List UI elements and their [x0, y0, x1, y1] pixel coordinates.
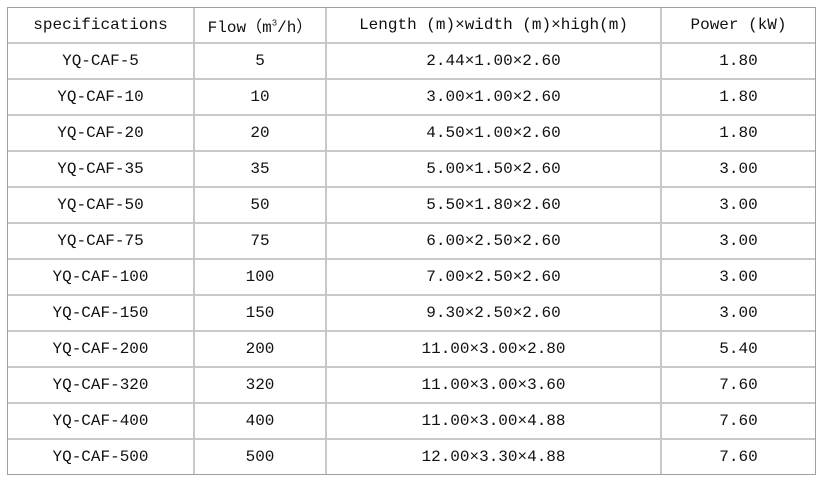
cell-specification: YQ-CAF-5: [8, 44, 195, 80]
cell-specification: YQ-CAF-500: [8, 440, 195, 474]
cell-dimensions: 5.50×1.80×2.60: [327, 188, 662, 224]
cell-flow: 150: [195, 296, 327, 332]
cell-dimensions: 3.00×1.00×2.60: [327, 80, 662, 116]
cell-flow: 50: [195, 188, 327, 224]
cell-specification: YQ-CAF-200: [8, 332, 195, 368]
header-flow-prefix: Flow（m: [207, 19, 272, 37]
cell-flow: 10: [195, 80, 327, 116]
specifications-table: specifications Flow（m3/h） Length (m)×wid…: [7, 7, 816, 475]
table-row: YQ-CAF-75 75 6.00×2.50×2.60 3.00: [8, 224, 815, 260]
cell-power: 1.80: [662, 116, 815, 152]
cell-specification: YQ-CAF-150: [8, 296, 195, 332]
table-row: YQ-CAF-5 5 2.44×1.00×2.60 1.80: [8, 44, 815, 80]
cell-flow: 320: [195, 368, 327, 404]
table-row: YQ-CAF-200 200 11.00×3.00×2.80 5.40: [8, 332, 815, 368]
header-row: specifications Flow（m3/h） Length (m)×wid…: [8, 8, 815, 44]
table-row: YQ-CAF-320 320 11.00×3.00×3.60 7.60: [8, 368, 815, 404]
cell-specification: YQ-CAF-50: [8, 188, 195, 224]
table-row: YQ-CAF-500 500 12.00×3.30×4.88 7.60: [8, 440, 815, 474]
cell-specification: YQ-CAF-35: [8, 152, 195, 188]
cell-power: 1.80: [662, 80, 815, 116]
table-row: YQ-CAF-50 50 5.50×1.80×2.60 3.00: [8, 188, 815, 224]
cell-flow: 400: [195, 404, 327, 440]
table-row: YQ-CAF-10 10 3.00×1.00×2.60 1.80: [8, 80, 815, 116]
cell-flow: 200: [195, 332, 327, 368]
cell-dimensions: 9.30×2.50×2.60: [327, 296, 662, 332]
cell-power: 3.00: [662, 152, 815, 188]
table-row: YQ-CAF-35 35 5.00×1.50×2.60 3.00: [8, 152, 815, 188]
cell-power: 3.00: [662, 188, 815, 224]
cell-flow: 75: [195, 224, 327, 260]
cell-power: 3.00: [662, 224, 815, 260]
cell-dimensions: 7.00×2.50×2.60: [327, 260, 662, 296]
cell-flow: 5: [195, 44, 327, 80]
header-flow-sup: 3: [271, 18, 278, 29]
cell-specification: YQ-CAF-100: [8, 260, 195, 296]
table-row: YQ-CAF-100 100 7.00×2.50×2.60 3.00: [8, 260, 815, 296]
cell-dimensions: 11.00×3.00×3.60: [327, 368, 662, 404]
cell-specification: YQ-CAF-400: [8, 404, 195, 440]
table-row: YQ-CAF-20 20 4.50×1.00×2.60 1.80: [8, 116, 815, 152]
cell-flow: 20: [195, 116, 327, 152]
header-flow: Flow（m3/h）: [195, 8, 327, 44]
header-dimensions: Length (m)×width (m)×high(m): [327, 8, 662, 44]
table-row: YQ-CAF-150 150 9.30×2.50×2.60 3.00: [8, 296, 815, 332]
cell-flow: 100: [195, 260, 327, 296]
cell-power: 7.60: [662, 404, 815, 440]
cell-dimensions: 4.50×1.00×2.60: [327, 116, 662, 152]
header-flow-suffix: /h）: [277, 19, 313, 37]
cell-power: 7.60: [662, 368, 815, 404]
header-specifications: specifications: [8, 8, 195, 44]
cell-power: 3.00: [662, 296, 815, 332]
cell-specification: YQ-CAF-20: [8, 116, 195, 152]
cell-specification: YQ-CAF-10: [8, 80, 195, 116]
cell-dimensions: 11.00×3.00×2.80: [327, 332, 662, 368]
cell-specification: YQ-CAF-320: [8, 368, 195, 404]
cell-dimensions: 6.00×2.50×2.60: [327, 224, 662, 260]
cell-flow: 35: [195, 152, 327, 188]
cell-specification: YQ-CAF-75: [8, 224, 195, 260]
cell-power: 5.40: [662, 332, 815, 368]
cell-dimensions: 2.44×1.00×2.60: [327, 44, 662, 80]
cell-flow: 500: [195, 440, 327, 474]
table-row: YQ-CAF-400 400 11.00×3.00×4.88 7.60: [8, 404, 815, 440]
cell-power: 1.80: [662, 44, 815, 80]
header-power: Power (kW): [662, 8, 815, 44]
cell-dimensions: 11.00×3.00×4.88: [327, 404, 662, 440]
cell-dimensions: 12.00×3.30×4.88: [327, 440, 662, 474]
cell-dimensions: 5.00×1.50×2.60: [327, 152, 662, 188]
cell-power: 7.60: [719, 448, 758, 466]
cell-power: 3.00: [662, 260, 815, 296]
